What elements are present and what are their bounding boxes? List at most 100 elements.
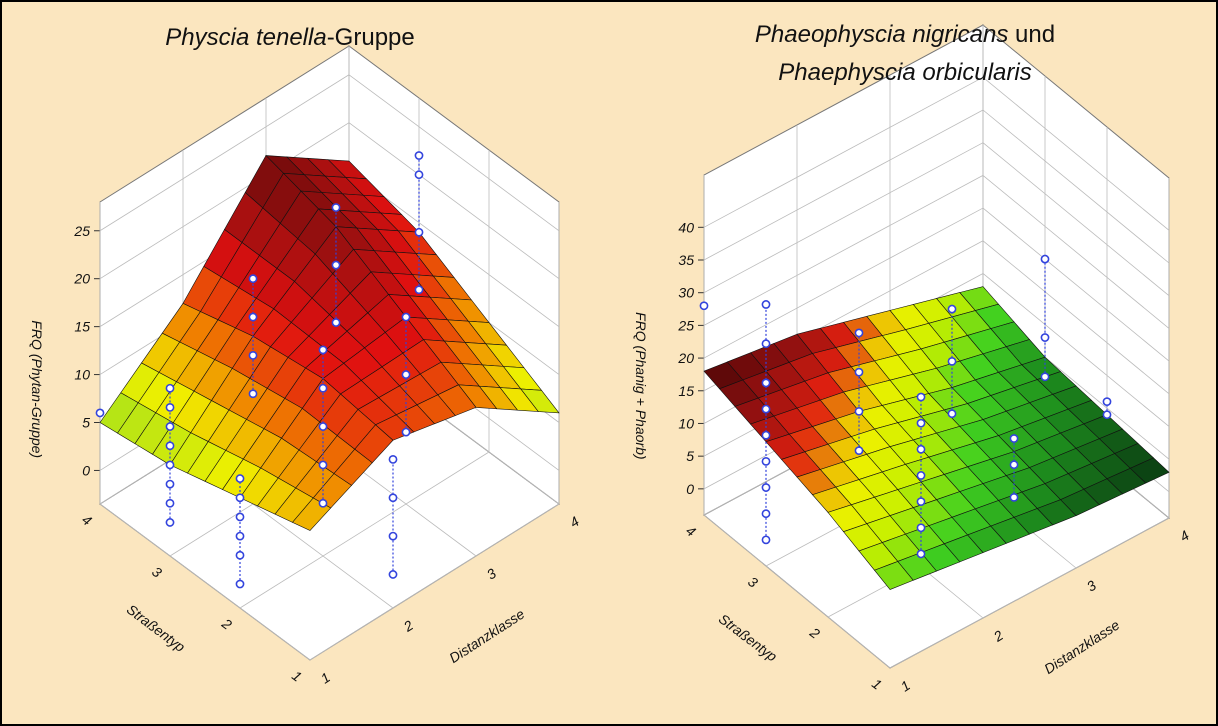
data-point	[699, 301, 709, 311]
data-point	[916, 418, 926, 428]
data-point	[761, 339, 771, 349]
grid-line	[982, 109, 1170, 264]
z-tick-label: 40	[678, 219, 694, 235]
data-point	[235, 512, 245, 522]
title-part: Phaeophyscia nigricans	[755, 21, 1009, 48]
data-point	[1009, 460, 1019, 470]
data-point	[916, 444, 926, 454]
title-part: und	[1008, 21, 1055, 48]
data-point	[248, 312, 258, 322]
z-tick-label: 20	[73, 271, 90, 287]
grid-line	[99, 503, 311, 661]
surface-patch	[874, 561, 914, 590]
data-point	[388, 493, 398, 503]
data-point	[854, 367, 864, 377]
grid-line	[703, 109, 984, 261]
data-point	[318, 422, 328, 431]
data-point	[414, 151, 424, 160]
grid-line	[239, 451, 490, 609]
grid-line	[703, 142, 984, 294]
z-tick-label: 15	[678, 383, 694, 399]
data-point	[401, 312, 411, 322]
data-point	[388, 570, 398, 579]
data-point	[1102, 410, 1112, 420]
grid-line	[348, 74, 560, 232]
z-axis-title: FRQ (Phytan-Gruppe)	[29, 320, 45, 458]
data-point	[235, 531, 245, 541]
data-point	[1040, 254, 1050, 264]
grid-line	[982, 175, 1170, 329]
data-point	[916, 471, 926, 480]
data-point	[414, 285, 424, 295]
grid-line	[703, 175, 984, 326]
data-point	[761, 430, 771, 440]
data-point	[1102, 397, 1112, 407]
data-point	[248, 350, 258, 360]
data-point	[401, 370, 411, 379]
data-point	[165, 441, 175, 451]
chart-title: Phaeophyscia nigricans und	[755, 21, 1055, 48]
data-point	[854, 328, 864, 338]
data-point	[761, 509, 771, 519]
data-point	[331, 203, 341, 212]
z-tick-label: 5	[82, 415, 90, 431]
grid-line	[982, 240, 1170, 395]
z-tick-label: 35	[678, 252, 694, 268]
data-point	[916, 523, 926, 533]
data-point	[235, 579, 245, 589]
z-tick-label: 20	[677, 350, 694, 366]
data-point	[331, 260, 341, 270]
data-point	[165, 479, 175, 489]
data-point	[318, 383, 328, 393]
data-point	[318, 498, 328, 508]
data-point	[761, 535, 771, 545]
title-part: -Gruppe	[327, 24, 415, 51]
data-point	[165, 460, 175, 470]
z-tick-label: 10	[74, 367, 90, 383]
z-tick-label: 0	[82, 462, 90, 478]
data-point	[235, 474, 245, 483]
data-point	[388, 531, 398, 541]
data-point	[165, 402, 175, 412]
z-tick-label: 25	[73, 223, 90, 239]
grid-line	[889, 517, 1170, 669]
data-point	[248, 274, 258, 284]
data-point	[916, 497, 926, 507]
data-point	[165, 422, 175, 431]
data-point	[854, 406, 864, 416]
data-point	[761, 483, 771, 492]
data-point	[761, 404, 771, 414]
z-axis-title: FRQ (Phanig + Phaorb)	[633, 312, 649, 459]
data-point	[947, 409, 957, 419]
grid-line	[99, 74, 350, 232]
grid-line	[309, 503, 560, 661]
z-tick-label: 5	[686, 448, 694, 464]
grid-line	[703, 76, 984, 228]
grid-line	[982, 76, 1170, 231]
grid-line	[703, 514, 891, 669]
data-point	[1040, 333, 1050, 342]
data-point	[235, 493, 245, 503]
data-point	[318, 460, 328, 470]
data-point	[916, 392, 926, 402]
z-tick-label: 15	[74, 319, 90, 335]
grid-line	[348, 122, 560, 280]
title-part: Physcia tenella	[165, 24, 326, 51]
data-point	[854, 446, 864, 456]
z-tick-label: 25	[677, 317, 694, 333]
chart-title: Phaephyscia orbicularis	[778, 59, 1031, 86]
data-point	[318, 345, 328, 355]
data-point	[95, 408, 105, 418]
data-point	[388, 454, 398, 464]
z-tick-label: 10	[678, 415, 694, 431]
data-point	[331, 318, 341, 327]
data-point	[916, 549, 926, 559]
data-point	[235, 550, 245, 560]
chart-title: Physcia tenella-Gruppe	[165, 24, 414, 51]
z-tick-label: 30	[678, 285, 694, 301]
data-point	[414, 170, 424, 180]
data-point	[165, 498, 175, 508]
grid-line	[982, 207, 1170, 362]
data-point	[761, 378, 771, 388]
